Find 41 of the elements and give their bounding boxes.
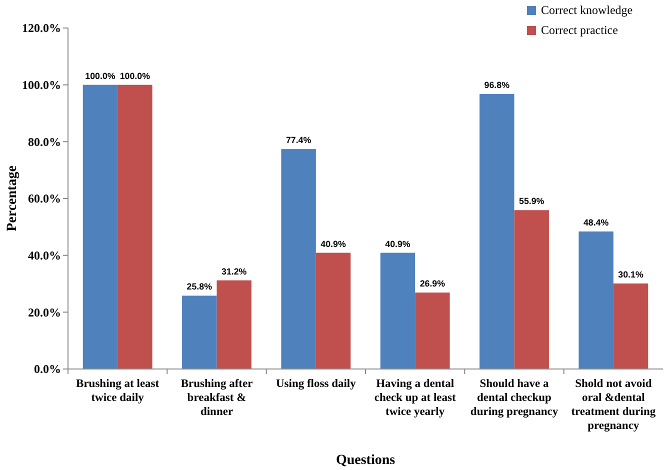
bar xyxy=(578,231,614,369)
bar xyxy=(182,296,217,369)
bar xyxy=(480,94,514,369)
bar xyxy=(380,252,416,369)
data-label: 96.8% xyxy=(484,80,510,90)
y-tick-label: 60.0% xyxy=(28,192,61,206)
y-axis-title: Percentage xyxy=(5,166,20,232)
x-tick-label: Should have a dental checkup during pregnancy xyxy=(470,378,558,418)
bar xyxy=(118,84,152,369)
bar xyxy=(316,252,351,369)
x-tick-label: Brushing after breakfast & dinner xyxy=(180,378,253,418)
data-label: 48.4% xyxy=(583,217,609,228)
data-label: 77.4% xyxy=(286,135,312,146)
bar xyxy=(281,149,316,369)
x-tick-label: Shold not avoid oral &dental treatment during pregnancy xyxy=(571,378,656,432)
legend-label: Correct practice xyxy=(541,23,618,38)
y-tick-label: 20.0% xyxy=(28,305,61,320)
bar xyxy=(415,292,450,369)
y-tick-label: 40.0% xyxy=(28,248,61,263)
legend-label: Correct knowledge xyxy=(541,3,633,18)
data-label: 55.9% xyxy=(519,196,544,206)
bar xyxy=(216,280,252,369)
data-label: 30.1% xyxy=(618,269,644,280)
data-label: 40.9% xyxy=(385,238,410,249)
y-tick-label: 0.0% xyxy=(34,362,61,376)
x-tick-label: Using floss daily xyxy=(276,378,356,390)
data-label: 31.2% xyxy=(222,266,247,276)
data-label: 100.0% xyxy=(120,70,150,81)
data-label: 26.9% xyxy=(420,278,446,289)
bar xyxy=(82,84,118,369)
y-tick-label: 80.0% xyxy=(28,134,61,149)
y-tick-label: 120.0% xyxy=(22,21,61,36)
x-tick-label: Having a dental check up at least twice yearly xyxy=(374,378,456,418)
x-tick-label: Brushing at least twice daily xyxy=(76,378,160,404)
y-tick-label: 100.0% xyxy=(22,78,61,92)
bar xyxy=(514,210,549,369)
x-axis-title: Questions xyxy=(336,453,396,468)
bar xyxy=(613,283,648,369)
data-label: 40.9% xyxy=(320,238,346,249)
data-label: 100.0% xyxy=(85,70,116,81)
data-label: 25.8% xyxy=(186,282,212,292)
